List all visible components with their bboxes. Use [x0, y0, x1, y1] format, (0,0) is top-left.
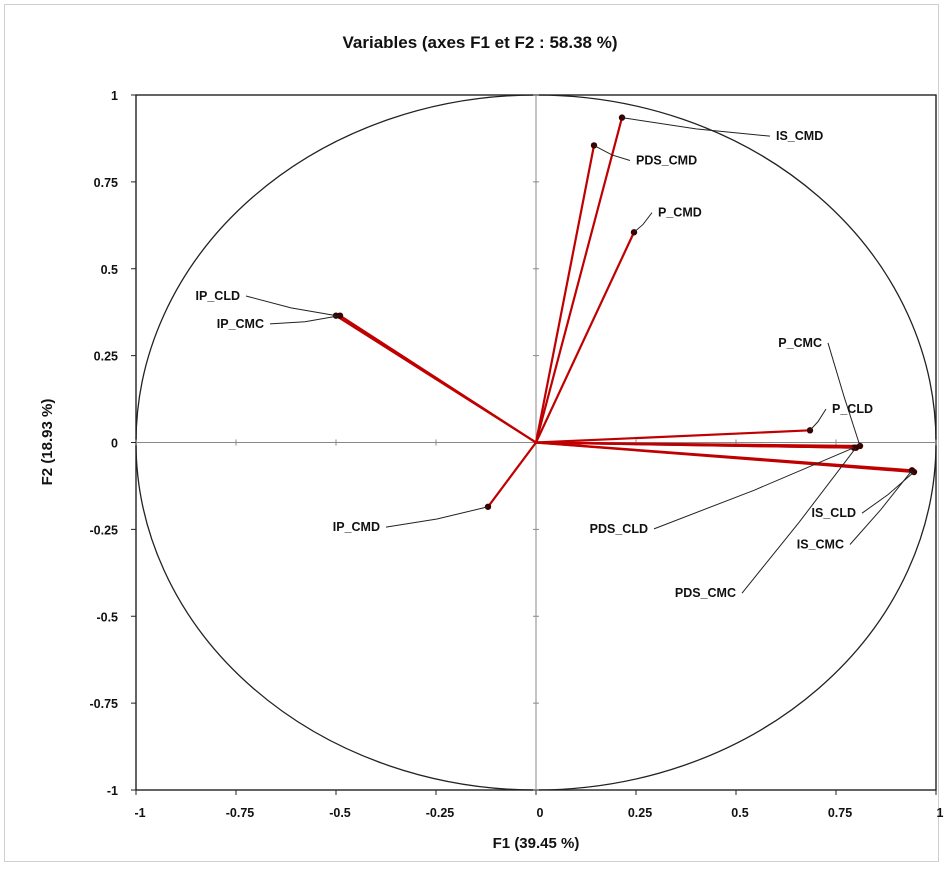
y-axis-title: F2 (18.93 %) [39, 399, 56, 486]
label-p_cmd: P_CMD [658, 206, 702, 220]
label-pds_cld: PDS_CLD [590, 522, 648, 536]
x-tick-label: -1 [134, 806, 145, 820]
label-ip_cmc: IP_CMC [217, 317, 264, 331]
y-tick-label: -0.25 [90, 523, 119, 537]
label-pds_cmd: PDS_CMD [636, 154, 697, 168]
vectors-layer [332, 114, 918, 510]
x-tick-label: 0.25 [628, 806, 652, 820]
label-p_cmc: P_CMC [778, 336, 822, 350]
y-tick-label: -0.75 [90, 697, 119, 711]
axes-layer: -1 -0.75 -0.5 -0.25 0 0.25 0.5 0.75 1 -1 -0.75 -0.5… [90, 89, 944, 820]
leader-pds_cmd [593, 144, 631, 161]
chart-frame [4, 4, 939, 862]
label-pds_cmc: PDS_CMC [675, 586, 736, 600]
vector-ip_cmc [339, 314, 537, 444]
leader-p_cmd [633, 212, 653, 233]
chart-title: Variables (axes F1 et F2 : 58.38 %) [343, 33, 618, 52]
leader-p_cld [809, 408, 827, 431]
vector-is_cmd [534, 117, 624, 443]
y-tick-label: 0.75 [94, 176, 118, 190]
y-tick-label: -0.5 [96, 610, 118, 624]
labels-layer: IS_CMD PDS_CMD P_CMD IP_CLD IP_CMC IP_CMD P_CM… [196, 117, 915, 600]
point-ip_cmd [484, 503, 492, 510]
leader-ip_cld [245, 295, 337, 317]
label-is_cmd: IS_CMD [776, 129, 823, 143]
leader-ip_cmd [385, 506, 489, 528]
vector-is_cmc [535, 441, 913, 472]
y-tick-label: 0.5 [101, 263, 118, 277]
point-ip_cmc [336, 312, 344, 319]
vector-pds_cmd [534, 145, 596, 443]
leader-pds_cld [653, 447, 855, 530]
leader-is_cmd [621, 117, 771, 137]
x-tick-label: 0 [537, 806, 544, 820]
y-tick-label: 0 [111, 437, 118, 451]
x-tick-label: 0.5 [731, 806, 748, 820]
y-tick-label: 0.25 [94, 350, 118, 364]
label-ip_cld: IP_CLD [196, 289, 240, 303]
vector-p_cmd [535, 231, 635, 443]
label-p_cld: P_CLD [832, 402, 873, 416]
label-ip_cmd: IP_CMD [333, 520, 380, 534]
label-is_cmc: IS_CMC [797, 537, 844, 551]
x-tick-label: -0.75 [226, 806, 255, 820]
vector-pds_cmc [535, 441, 857, 449]
leader-is_cmc [849, 469, 913, 545]
x-tick-label: 0.75 [828, 806, 852, 820]
x-axis-title: F1 (39.45 %) [493, 835, 580, 852]
y-tick-label: 1 [111, 89, 118, 103]
leader-ip_cmc [269, 315, 341, 325]
label-is_cld: IS_CLD [812, 506, 856, 520]
x-tick-label: -0.5 [329, 806, 351, 820]
leader-p_cmc [827, 342, 861, 447]
x-tick-label: 1 [937, 806, 944, 820]
vector-p_cld [535, 429, 811, 444]
vector-ip_cmd [487, 441, 537, 508]
y-tick-label: -1 [107, 784, 118, 798]
leader-is_cld [861, 471, 915, 514]
leader-pds_cmc [741, 447, 857, 594]
x-tick-label: -0.25 [426, 806, 455, 820]
